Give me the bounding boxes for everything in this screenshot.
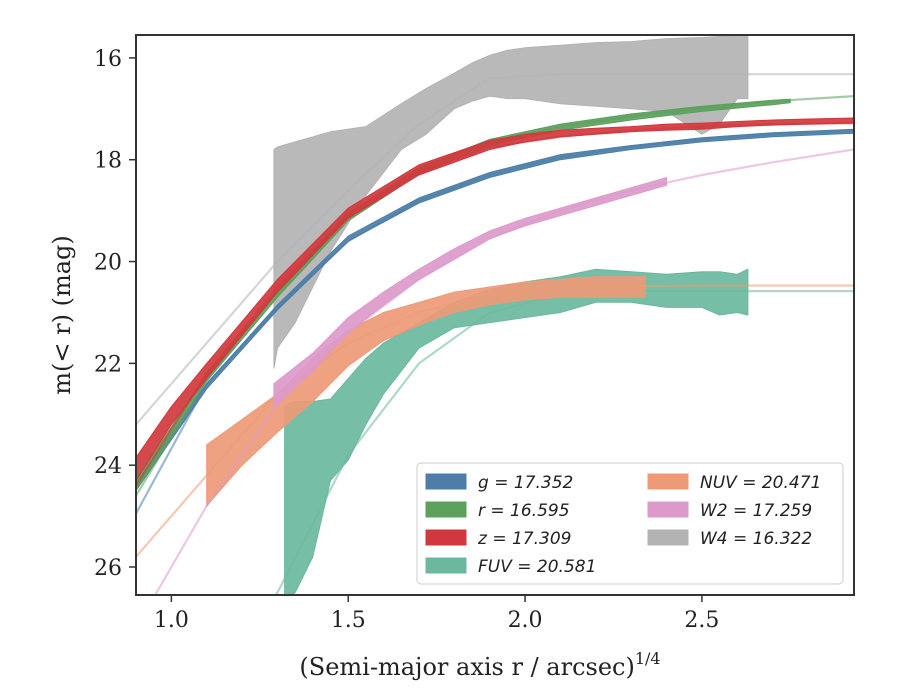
legend-label: W2 = 17.259 xyxy=(700,501,812,521)
x-tick-label: 1.5 xyxy=(331,608,366,633)
legend-swatch xyxy=(425,473,467,490)
y-tick-label: 26 xyxy=(94,556,122,581)
legend-label: NUV = 20.471 xyxy=(700,473,821,493)
y-tick-label: 24 xyxy=(94,454,122,479)
legend-swatch xyxy=(425,557,467,574)
x-tick-label: 2.5 xyxy=(684,608,719,633)
x-axis-label-exponent: 1/4 xyxy=(635,649,661,668)
legend-swatch xyxy=(647,529,689,546)
series-layer xyxy=(136,35,854,595)
plot-frame xyxy=(135,34,855,596)
legend-swatch xyxy=(647,473,689,490)
y-tick-label: 16 xyxy=(94,47,122,72)
legend-frame xyxy=(416,462,844,585)
y-tick-label: 20 xyxy=(94,251,122,276)
legend-label: FUV = 20.581 xyxy=(478,557,596,577)
legend-swatch xyxy=(425,529,467,546)
series-1-band xyxy=(136,128,854,492)
x-axis-label: (Semi-major axis r / arcsec)1/4 xyxy=(299,649,660,681)
y-tick-label: 18 xyxy=(94,149,122,174)
series-4-band xyxy=(284,268,749,595)
legend-label: r = 16.595 xyxy=(478,501,570,521)
legend-label: z = 17.309 xyxy=(477,529,571,549)
legend: g = 17.352 r = 16.595 z = 17.309 FUV = 20.5… xyxy=(416,462,844,585)
series-3-band xyxy=(136,117,854,482)
legend-swatch xyxy=(647,501,689,518)
y-axis-label: m(< r) (mag) xyxy=(48,235,76,394)
x-tick-label: 1.0 xyxy=(154,608,189,633)
series-5-band xyxy=(206,276,646,508)
x-tick-label: 2.0 xyxy=(508,608,543,633)
legend-swatch xyxy=(425,501,467,518)
series-6-band xyxy=(273,176,667,408)
series-0-model-curve xyxy=(136,73,854,426)
legend-label: W4 = 16.322 xyxy=(700,529,812,549)
ticks-layer: 1.0 1.5 2.0 2.5 16 18 20 22 24 26 xyxy=(94,47,719,633)
y-tick-label: 22 xyxy=(94,352,122,377)
series-0-band xyxy=(273,35,749,369)
legend-label: g = 17.352 xyxy=(478,473,573,493)
